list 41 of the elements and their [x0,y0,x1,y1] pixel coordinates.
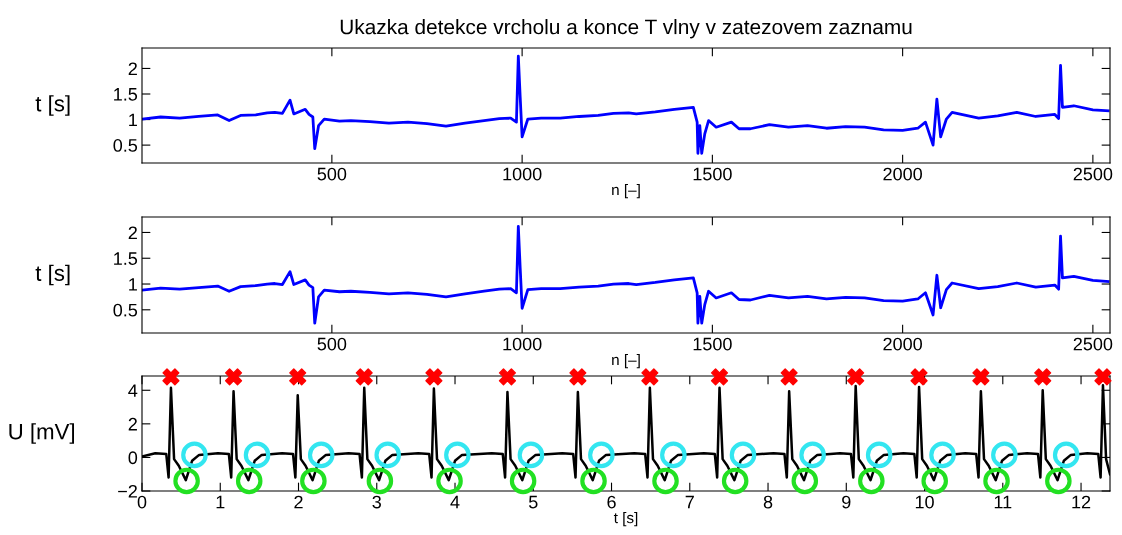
x-tick-label: 4 [450,495,460,509]
x-tick-label: 2000 [883,337,922,351]
x-tick-label: 2 [294,495,303,509]
x-tick-label: 2500 [1073,337,1113,351]
y-tick-label: −2 [118,484,137,498]
y-axis-title: t [s] [35,264,70,286]
x-tick-label: 5 [528,495,538,509]
x-tick-label: 8 [763,495,773,509]
x-axis-title: n [–] [612,184,640,199]
y-axis-title: t [s] [35,95,70,116]
y-tick-label: 2 [128,417,137,431]
y-tick-label: 1 [129,278,137,291]
x-tick-label: 1500 [693,167,732,181]
y-tick-label: 1.5 [114,88,138,101]
x-tick-label: 9 [842,495,851,509]
x-tick-label: 3 [372,495,381,509]
x-tick-label: 1000 [503,337,542,351]
y-tick-label: 0 [128,451,138,465]
y-tick-label: 2 [128,226,137,240]
y-tick-label: 0.5 [113,303,138,317]
x-tick-label: 6 [607,495,616,509]
x-tick-label: 500 [317,337,347,351]
x-tick-label: 2000 [883,167,922,181]
x-tick-label: 2500 [1073,167,1113,181]
x-tick-label: 1000 [503,167,542,181]
y-axis-title: U [mV] [9,423,74,444]
y-tick-label: 4 [128,384,138,397]
x-axis-title: n [–] [612,354,640,369]
y-tick-label: 0.5 [113,139,138,152]
chart-title: Ukazka detekce vrcholu a konce T vlny v zatezovem zaznamu [340,19,912,39]
y-tick-label: 1 [129,113,137,127]
x-tick-label: 1500 [693,337,732,351]
x-tick-label: 10 [915,495,934,509]
y-tick-label: 2 [128,62,137,75]
x-tick-label: 500 [317,167,347,181]
x-tick-label: 1 [216,495,225,509]
y-tick-label: 1.5 [114,252,138,265]
x-axis-title: t [s] [613,512,638,527]
x-tick-label: 11 [994,495,1012,509]
x-tick-label: 7 [685,495,694,509]
x-tick-label: 12 [1072,495,1091,509]
